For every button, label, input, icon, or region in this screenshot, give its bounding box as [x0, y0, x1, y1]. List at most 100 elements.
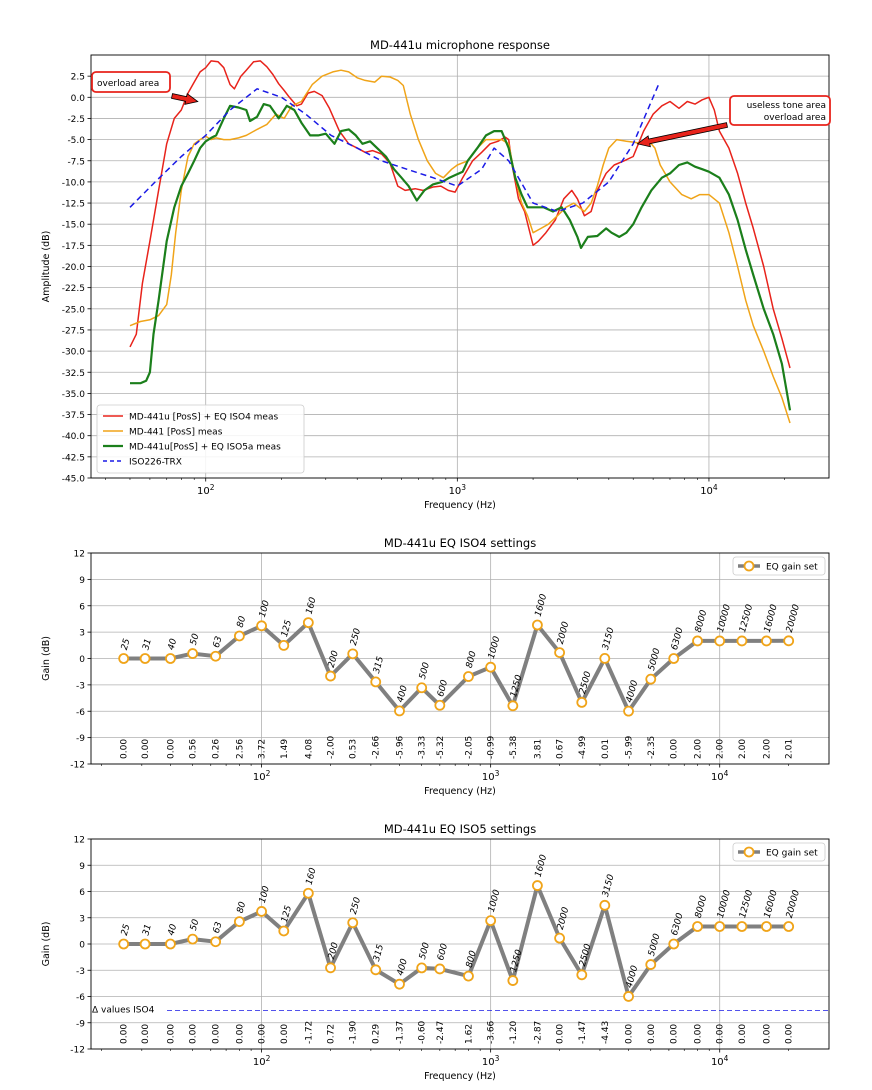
- gain-marker-100: [256, 906, 267, 917]
- legend-label: EQ gain set: [766, 563, 818, 573]
- freq-label-250: 250: [349, 896, 363, 915]
- y-tick-label: 0: [79, 655, 85, 665]
- gain-marker-5000: [645, 673, 657, 685]
- freq-label-2000: 2000: [556, 620, 572, 645]
- gain-marker-1000: [485, 915, 497, 927]
- x-tick-label: 103: [449, 483, 467, 497]
- legend: MD-441u [PosS] + EQ ISO4 meas MD-441 [Pos…: [96, 404, 305, 474]
- gain-marker-4000: [623, 705, 634, 717]
- gain-marker-160: [302, 887, 314, 899]
- x-tick-label: 102: [197, 483, 215, 497]
- legend-label: EQ gain set: [766, 849, 818, 859]
- gain-marker-25: [118, 938, 130, 950]
- gain-marker-3150: [599, 653, 611, 664]
- gain-marker-160: [302, 617, 314, 629]
- series-line-2: [129, 69, 791, 424]
- y-tick-label: -2.5: [67, 115, 85, 125]
- legend-box: [732, 842, 826, 862]
- freq-label-80: 80: [236, 900, 249, 914]
- value-label-200: 0.72: [327, 1024, 337, 1044]
- value-label-1600: -2.87: [533, 1021, 543, 1044]
- gain-marker-1600: [532, 880, 543, 891]
- value-label-315: 0.29: [372, 1024, 382, 1044]
- value-label-20000: 0.00: [785, 1024, 795, 1044]
- gain-marker-250: [347, 917, 359, 929]
- freq-label-20000: 20000: [785, 603, 802, 634]
- value-label-50: 0.56: [189, 739, 199, 759]
- y-tick-label: -12: [70, 761, 85, 771]
- legend-swatch-marker: [743, 846, 755, 858]
- freq-label-1600: 1600: [534, 593, 550, 618]
- value-label-100: 3.72: [258, 739, 268, 759]
- x-tick-label-base: 10: [482, 1057, 495, 1068]
- legend: EQ gain set: [732, 556, 826, 576]
- gain-marker-31: [139, 653, 151, 664]
- value-label-200: -2.00: [327, 735, 337, 759]
- y-tick-label: 6: [79, 888, 85, 898]
- value-label-800: 1.62: [464, 1024, 474, 1044]
- freq-label-12500: 12500: [738, 889, 755, 920]
- value-label-8000: 2.00: [694, 739, 704, 759]
- x-tick-label: 104: [711, 769, 729, 783]
- value-label-600: -2.47: [436, 1021, 446, 1044]
- gain-marker-1600: [532, 619, 543, 631]
- freq-label-1250: 1250: [509, 948, 525, 973]
- legend-label-4: ISO226-TRX: [129, 458, 182, 468]
- freq-label-31: 31: [141, 638, 154, 652]
- value-label-5000: -2.35: [647, 736, 657, 759]
- delta-title: Δ values ISO4: [92, 1006, 155, 1016]
- freq-label-80: 80: [236, 615, 249, 629]
- y-tick-label: 12: [74, 550, 85, 560]
- value-label-1600: 3.81: [533, 739, 543, 759]
- value-label-250: 0.53: [349, 739, 359, 759]
- freq-label-400: 400: [396, 957, 410, 976]
- freq-label-63: 63: [212, 921, 225, 935]
- gain-marker-2500: [576, 969, 588, 981]
- value-label-2500: -4.99: [578, 735, 588, 759]
- gain-marker-10000: [714, 921, 726, 932]
- x-axis-label: Frequency (Hz): [424, 1071, 496, 1082]
- gain-marker-1250: [507, 700, 519, 712]
- value-label-2000: 0.67: [556, 739, 566, 759]
- value-label-160: 4.08: [304, 739, 314, 759]
- x-tick-label: 102: [253, 1054, 271, 1068]
- gain-marker-1250: [507, 975, 519, 986]
- y-tick-label: -6: [76, 708, 85, 718]
- freq-label-600: 600: [436, 942, 450, 961]
- gain-marker-315: [370, 964, 382, 976]
- x-tick-label: 104: [700, 483, 718, 497]
- freq-label-100: 100: [258, 599, 272, 618]
- y-tick-label: -32.5: [62, 369, 85, 379]
- value-label-12500: 0.00: [738, 1024, 748, 1044]
- gain-marker-20000: [783, 635, 795, 647]
- gain-marker-800: [463, 970, 474, 982]
- y-tick-label: -42.5: [62, 453, 85, 463]
- gain-marker-2000: [554, 647, 566, 659]
- value-label-63: 0.00: [212, 1024, 222, 1044]
- value-label-800: -2.05: [464, 736, 474, 759]
- gain-marker-16000: [761, 921, 772, 932]
- freq-label-25: 25: [120, 637, 133, 651]
- value-label-1250: -5.38: [509, 735, 519, 759]
- y-tick-label: 9: [79, 862, 85, 872]
- gain-marker-6300: [668, 938, 680, 950]
- y-tick-label: -35.0: [62, 390, 86, 400]
- gain-marker-2500: [576, 696, 588, 708]
- freq-label-12500: 12500: [738, 603, 755, 634]
- x-tick-label: 104: [711, 1054, 729, 1068]
- freq-label-160: 160: [305, 867, 319, 886]
- gain-marker-125: [278, 925, 290, 937]
- gain-marker-10000: [714, 635, 726, 647]
- value-label-3150: -4.43: [601, 1021, 611, 1044]
- x-tick-label-exp: 2: [210, 483, 215, 492]
- freq-label-8000: 8000: [694, 894, 710, 919]
- gain-marker-50: [187, 933, 199, 945]
- freq-label-160: 160: [305, 596, 319, 615]
- x-axis-label: Frequency (Hz): [424, 500, 496, 511]
- gain-marker-20000: [783, 921, 795, 932]
- gain-marker-600: [434, 963, 446, 975]
- y-axis-label: Amplitude (dB): [41, 231, 52, 303]
- legend-label-1: MD-441u [PosS] + EQ ISO4 meas: [129, 413, 278, 423]
